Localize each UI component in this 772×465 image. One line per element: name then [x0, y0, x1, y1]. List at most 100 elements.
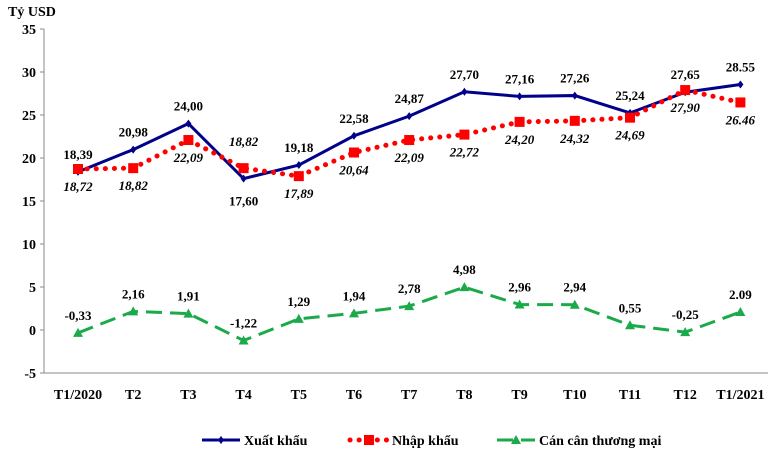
marker-diamond: [571, 91, 578, 100]
y-tick-label: 25: [22, 109, 36, 124]
x-tick-label: T4: [235, 388, 251, 403]
data-label: 17,60: [229, 194, 258, 209]
data-label: -1,22: [230, 315, 257, 330]
x-tick-label: T11: [619, 388, 642, 403]
data-label: 0,55: [619, 300, 642, 315]
legend-marker: [511, 435, 521, 444]
marker-diamond: [461, 87, 468, 96]
data-label: 27,65: [671, 67, 701, 82]
marker-square: [459, 129, 470, 140]
data-label: 1,91: [177, 289, 200, 304]
y-tick-label: 20: [22, 152, 36, 167]
marker-diamond: [737, 80, 744, 89]
marker-triangle: [238, 335, 249, 345]
marker-triangle: [73, 327, 83, 337]
marker-square: [73, 164, 83, 175]
x-tick-label: T9: [511, 388, 527, 403]
data-label: 18,39: [63, 147, 93, 162]
y-axis-label: Tỷ USD: [8, 5, 56, 20]
x-tick-label: T6: [346, 388, 362, 403]
data-label: 2,78: [398, 281, 421, 296]
marker-square: [735, 97, 746, 108]
y-tick-label: -5: [24, 367, 36, 382]
x-tick-label: T3: [180, 388, 196, 403]
x-tick-label: T12: [674, 388, 697, 403]
x-tick-label: T2: [125, 388, 141, 403]
marker-square: [128, 163, 139, 174]
marker-triangle: [735, 307, 746, 317]
marker-diamond: [185, 119, 192, 128]
marker-diamond: [351, 131, 357, 140]
x-tick-label: T5: [291, 388, 307, 403]
marker-square: [625, 112, 635, 123]
data-label: 24,20: [504, 132, 535, 147]
y-tick-label: 5: [29, 281, 36, 296]
y-tick-label: 0: [29, 324, 36, 339]
y-tick-label: 10: [22, 238, 36, 253]
marker-square: [183, 135, 194, 146]
marker-square: [293, 171, 304, 182]
data-label: 22,72: [449, 145, 480, 160]
marker-diamond: [130, 145, 137, 154]
x-tick-label: T8: [456, 388, 472, 403]
marker-triangle: [183, 308, 194, 318]
data-label: 27,26: [560, 71, 590, 86]
data-label: 27,70: [450, 67, 479, 82]
data-label: 17,89: [284, 186, 314, 201]
marker-square: [569, 115, 580, 126]
data-label: 27,16: [505, 71, 535, 86]
data-label: 22,58: [339, 111, 369, 126]
data-label: 2,16: [122, 286, 145, 301]
marker-triangle: [569, 299, 580, 309]
marker-triangle: [459, 282, 470, 292]
x-tick-label: T10: [563, 388, 586, 403]
marker-diamond: [406, 112, 413, 121]
marker-square: [680, 85, 691, 96]
legend-marker: [364, 435, 374, 445]
data-label: 2,94: [563, 280, 586, 295]
marker-diamond: [516, 92, 523, 101]
data-label: 25,24: [615, 88, 645, 103]
marker-diamond: [240, 174, 247, 183]
data-label: 18,82: [229, 134, 259, 149]
data-label: 4,98: [453, 262, 476, 277]
marker-triangle: [680, 327, 691, 337]
x-tick-label: T7: [401, 388, 417, 403]
marker-triangle: [625, 320, 635, 330]
marker-triangle: [128, 306, 139, 316]
marker-square: [349, 147, 359, 158]
marker-square: [514, 116, 525, 127]
x-tick-label: T1/2021: [716, 388, 764, 403]
data-label: -0,25: [672, 307, 700, 322]
y-tick-label: 35: [22, 23, 36, 38]
marker-triangle: [293, 313, 304, 323]
marker-triangle: [349, 308, 359, 318]
legend-label: Cán cân thương mại: [539, 434, 661, 449]
y-tick-label: 30: [22, 66, 36, 81]
data-label: 1,29: [287, 294, 310, 309]
data-label: 24,32: [559, 131, 590, 146]
data-label: 18,72: [63, 179, 93, 194]
data-label: 28.55: [726, 59, 756, 74]
data-label: 20,64: [338, 162, 369, 177]
legend-marker: [218, 436, 224, 444]
data-label: 24,69: [614, 128, 645, 143]
data-label: 24,00: [174, 99, 203, 114]
data-label: 18,82: [119, 178, 149, 193]
y-tick-label: 15: [22, 195, 36, 210]
data-label: 2,96: [508, 280, 531, 295]
x-tick-label: T1/2020: [54, 388, 102, 403]
legend-label: Nhập khẩu: [392, 434, 459, 449]
data-label: 19,18: [284, 140, 314, 155]
legend-label: Xuất khẩu: [244, 434, 308, 449]
data-label: 26.46: [725, 112, 756, 127]
data-label: 27,90: [670, 100, 701, 115]
data-label: 2.09: [729, 287, 752, 302]
data-label: 22,09: [394, 150, 425, 165]
marker-square: [404, 135, 415, 146]
data-label: 22,09: [173, 150, 204, 165]
data-label: 20,98: [119, 125, 149, 140]
marker-triangle: [514, 299, 525, 309]
